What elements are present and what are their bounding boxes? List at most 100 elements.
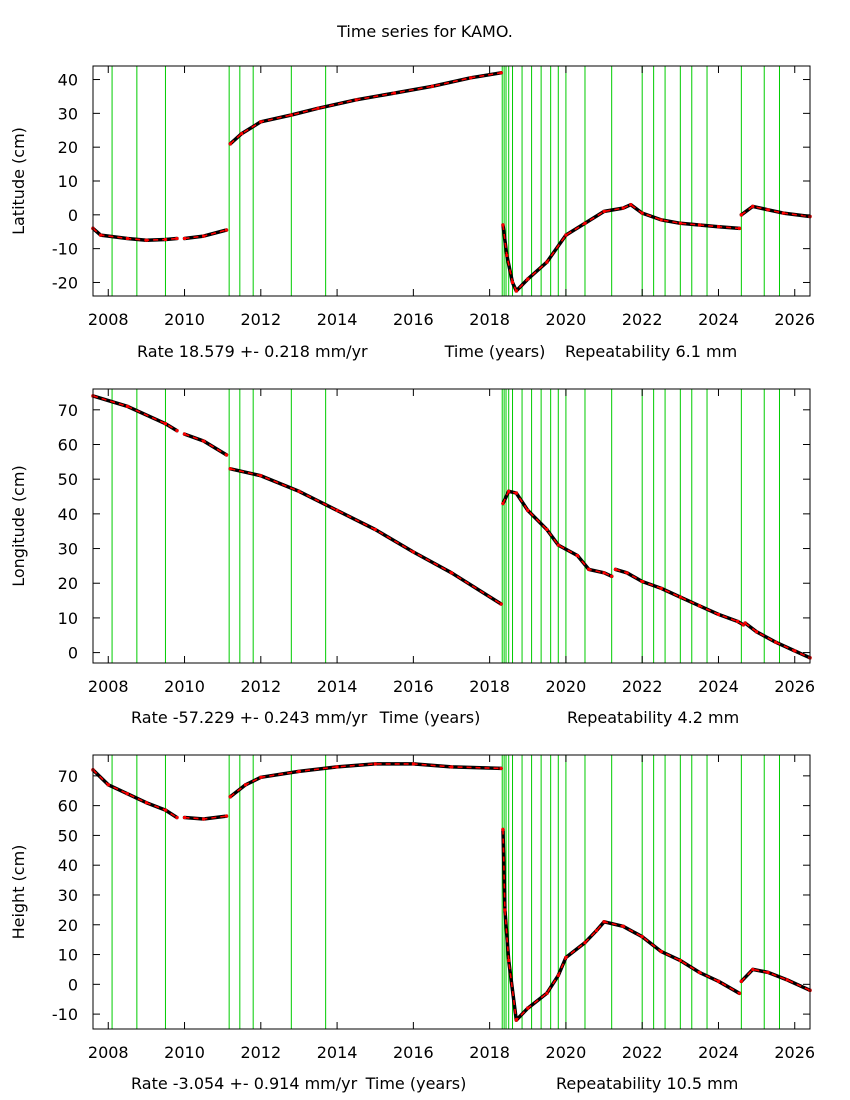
data-point xyxy=(716,612,720,616)
data-point xyxy=(503,908,507,912)
x-tick-label: 2026 xyxy=(774,677,815,696)
y-tick-label: 70 xyxy=(58,767,78,786)
data-point xyxy=(545,527,549,531)
x-tick-label: 2010 xyxy=(164,677,205,696)
data-point xyxy=(505,253,509,257)
data-point xyxy=(629,203,633,207)
data-point xyxy=(716,225,720,229)
y-tick-label: 10 xyxy=(58,946,78,965)
panel-1: 2008 2010 2012 2014 2016 2018 2020 2022 2024 2026… xyxy=(9,65,815,361)
y-tick-label: 20 xyxy=(58,574,78,593)
y-tick-label: 40 xyxy=(58,505,78,524)
x-tick-label: 2016 xyxy=(393,677,434,696)
data-series-segment xyxy=(501,202,742,293)
data-point xyxy=(202,817,206,821)
x-axis-label: Time (years) xyxy=(444,342,546,361)
data-point xyxy=(602,920,606,924)
y-tick-label: 30 xyxy=(58,886,78,905)
data-point xyxy=(469,76,473,80)
y-tick-label: 10 xyxy=(58,609,78,628)
data-point xyxy=(583,941,587,945)
data-point xyxy=(183,432,187,436)
data-point xyxy=(594,929,598,933)
y-tick-label: -10 xyxy=(52,1005,78,1024)
x-tick-label: 2018 xyxy=(469,1043,510,1062)
y-tick-label: 40 xyxy=(58,71,78,90)
x-tick-label: 2008 xyxy=(88,1043,129,1062)
x-tick-label: 2026 xyxy=(774,310,815,329)
data-point xyxy=(106,783,110,787)
data-point xyxy=(741,623,745,627)
y-tick-label: 40 xyxy=(58,856,78,875)
data-point xyxy=(297,489,301,493)
x-tick-label: 2018 xyxy=(469,310,510,329)
data-point xyxy=(125,404,129,408)
data-series-segment xyxy=(501,489,614,579)
data-point xyxy=(743,621,747,625)
y-tick-label: 70 xyxy=(58,401,78,420)
data-series-segment xyxy=(501,827,742,1022)
y-tick-label: 10 xyxy=(58,172,78,191)
y-tick-label: -10 xyxy=(52,240,78,259)
data-series-segment xyxy=(743,621,812,660)
data-point xyxy=(575,553,579,557)
x-tick-label: 2026 xyxy=(774,1043,815,1062)
data-point xyxy=(659,950,663,954)
x-tick-label: 2012 xyxy=(240,677,281,696)
data-point xyxy=(659,218,663,222)
data-point xyxy=(511,280,515,284)
data-point xyxy=(125,237,129,240)
data-point xyxy=(755,630,759,634)
model-fit-segment xyxy=(229,72,502,145)
data-point xyxy=(175,237,179,240)
data-point xyxy=(175,429,179,433)
data-point xyxy=(499,71,503,75)
data-point xyxy=(545,991,549,995)
data-point xyxy=(450,765,453,769)
model-fit-segment xyxy=(502,829,740,1021)
y-tick-label: 50 xyxy=(58,470,78,489)
x-tick-label: 2022 xyxy=(622,310,663,329)
data-point xyxy=(514,1018,518,1022)
model-fit-segment xyxy=(615,568,744,626)
data-point xyxy=(785,978,789,982)
data-point xyxy=(499,766,503,770)
y-tick-label: 0 xyxy=(68,975,78,994)
data-point xyxy=(737,226,741,230)
x-tick-label: 2014 xyxy=(317,677,358,696)
x-tick-label: 2016 xyxy=(393,1043,434,1062)
data-point xyxy=(224,814,228,818)
data-point xyxy=(751,204,755,208)
x-tick-label: 2022 xyxy=(622,1043,663,1062)
data-point xyxy=(564,233,568,237)
x-tick-label: 2020 xyxy=(546,1043,587,1062)
x-tick-label: 2020 xyxy=(546,677,587,696)
data-point xyxy=(163,422,167,426)
data-point xyxy=(240,132,244,136)
data-point xyxy=(602,571,606,575)
data-point xyxy=(507,959,511,962)
data-point xyxy=(224,453,228,457)
data-point xyxy=(739,979,743,983)
data-point xyxy=(144,801,148,805)
y-tick-label: 30 xyxy=(58,540,78,559)
repeatability-text: Repeatability 10.5 mm xyxy=(556,1074,738,1093)
data-point xyxy=(373,527,377,531)
x-tick-label: 2014 xyxy=(317,310,358,329)
data-point xyxy=(613,567,617,571)
data-point xyxy=(526,508,530,512)
data-point xyxy=(564,956,568,960)
model-fit-segment xyxy=(230,468,502,605)
data-point xyxy=(202,439,206,443)
data-point xyxy=(202,234,206,238)
data-point xyxy=(640,935,644,939)
model-fit-segment xyxy=(502,203,740,292)
data-series-segment xyxy=(739,967,812,993)
data-point xyxy=(335,508,339,512)
data-point xyxy=(625,571,629,575)
x-tick-label: 2014 xyxy=(317,1043,358,1062)
data-point xyxy=(556,973,560,977)
data-point xyxy=(501,827,505,831)
x-tick-label: 2008 xyxy=(88,677,129,696)
data-point xyxy=(430,84,434,88)
